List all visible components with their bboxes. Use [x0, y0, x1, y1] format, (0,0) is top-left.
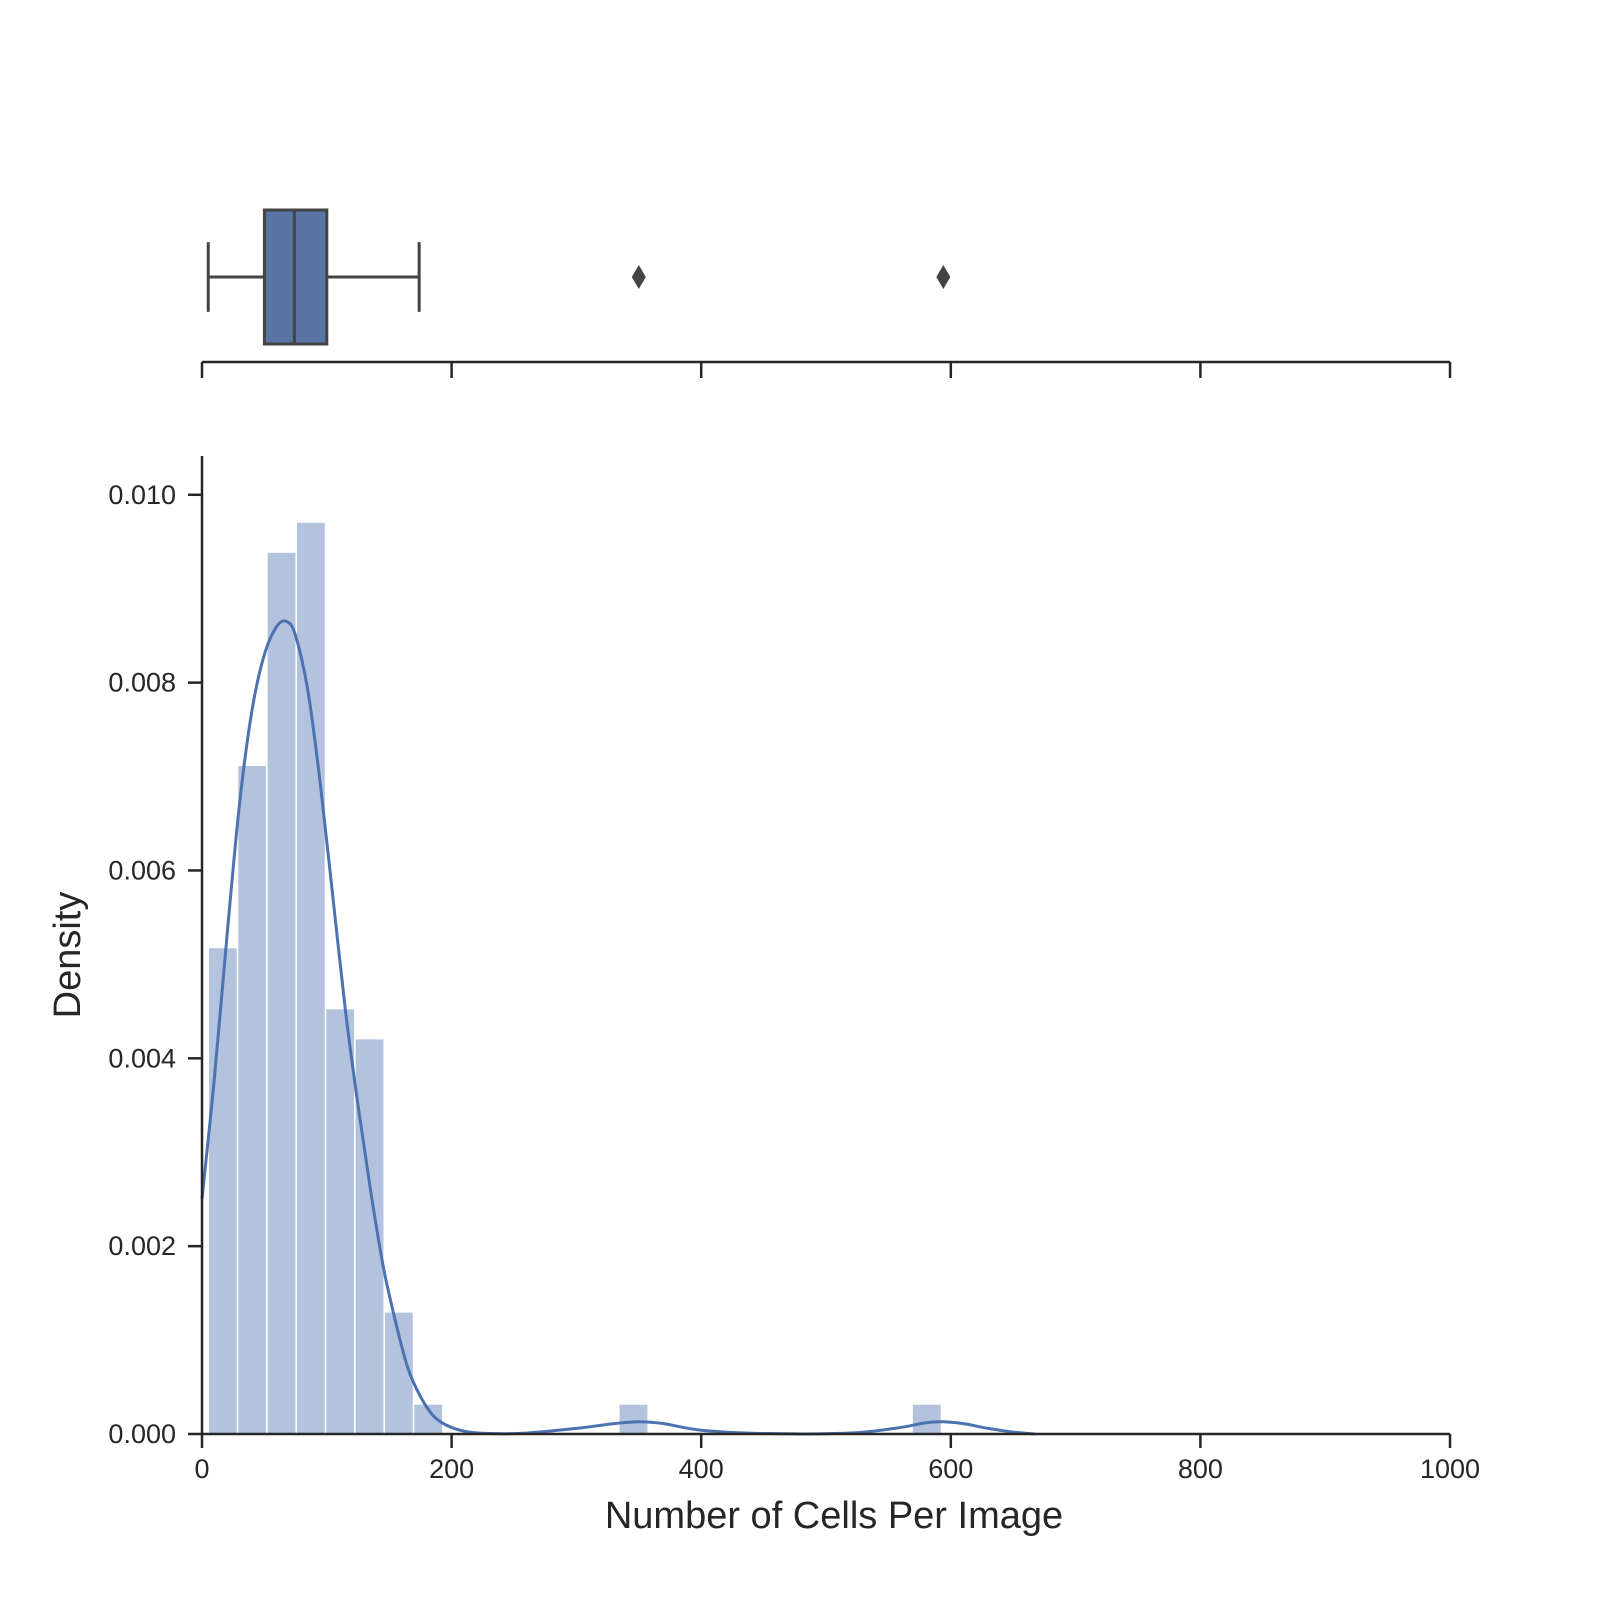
x-tick-label-2: 400	[679, 1454, 724, 1484]
y-tick-label-5: 0.010	[108, 480, 176, 510]
histogram-bar-3	[295, 521, 327, 1435]
x-tick-label-3: 600	[928, 1454, 973, 1484]
y-tick-label-2: 0.004	[108, 1043, 176, 1073]
histogram-bar-0	[207, 946, 239, 1435]
x-tick-label-5: 1000	[1420, 1454, 1480, 1484]
boxplot-x-ticks	[200, 362, 1452, 378]
y-axis-label: Density	[47, 892, 89, 1019]
histogram-bar-1	[236, 764, 268, 1435]
histogram-bar-2	[266, 551, 297, 1435]
histogram-bar-5	[354, 1037, 385, 1435]
histogram-bar-4	[324, 1007, 356, 1435]
y-axis-ticks: 0.000 0.002 0.004 0.006 0.008 0.010	[108, 480, 202, 1449]
histogram-panel: 0 200 400 600 800 1000 0.0000.0020.0040.0060.…	[47, 456, 1480, 1537]
histogram-bar-24	[911, 1403, 943, 1435]
x-tick-label-4: 800	[1178, 1454, 1223, 1484]
kde-curve	[200, 619, 1036, 1436]
boxplot-panel	[200, 208, 1452, 378]
y-tick-label-3: 0.006	[108, 855, 176, 885]
boxplot-outlier-0	[631, 265, 646, 289]
x-tick-label-1: 200	[429, 1454, 474, 1484]
x-tick-label-0: 0	[194, 1454, 209, 1484]
y-tick-label-0: 0.000	[108, 1419, 176, 1449]
y-tick-label-4: 0.008	[108, 668, 176, 698]
x-axis-ticks: 0 200 400 600 800 1000	[194, 1434, 1480, 1484]
boxplot-outlier-1	[936, 265, 951, 289]
boxplot-marks	[206, 208, 951, 346]
histogram-bar-14	[618, 1403, 649, 1435]
y-tick-label-1: 0.002	[108, 1231, 176, 1261]
x-axis-label: Number of Cells Per Image	[605, 1495, 1063, 1537]
